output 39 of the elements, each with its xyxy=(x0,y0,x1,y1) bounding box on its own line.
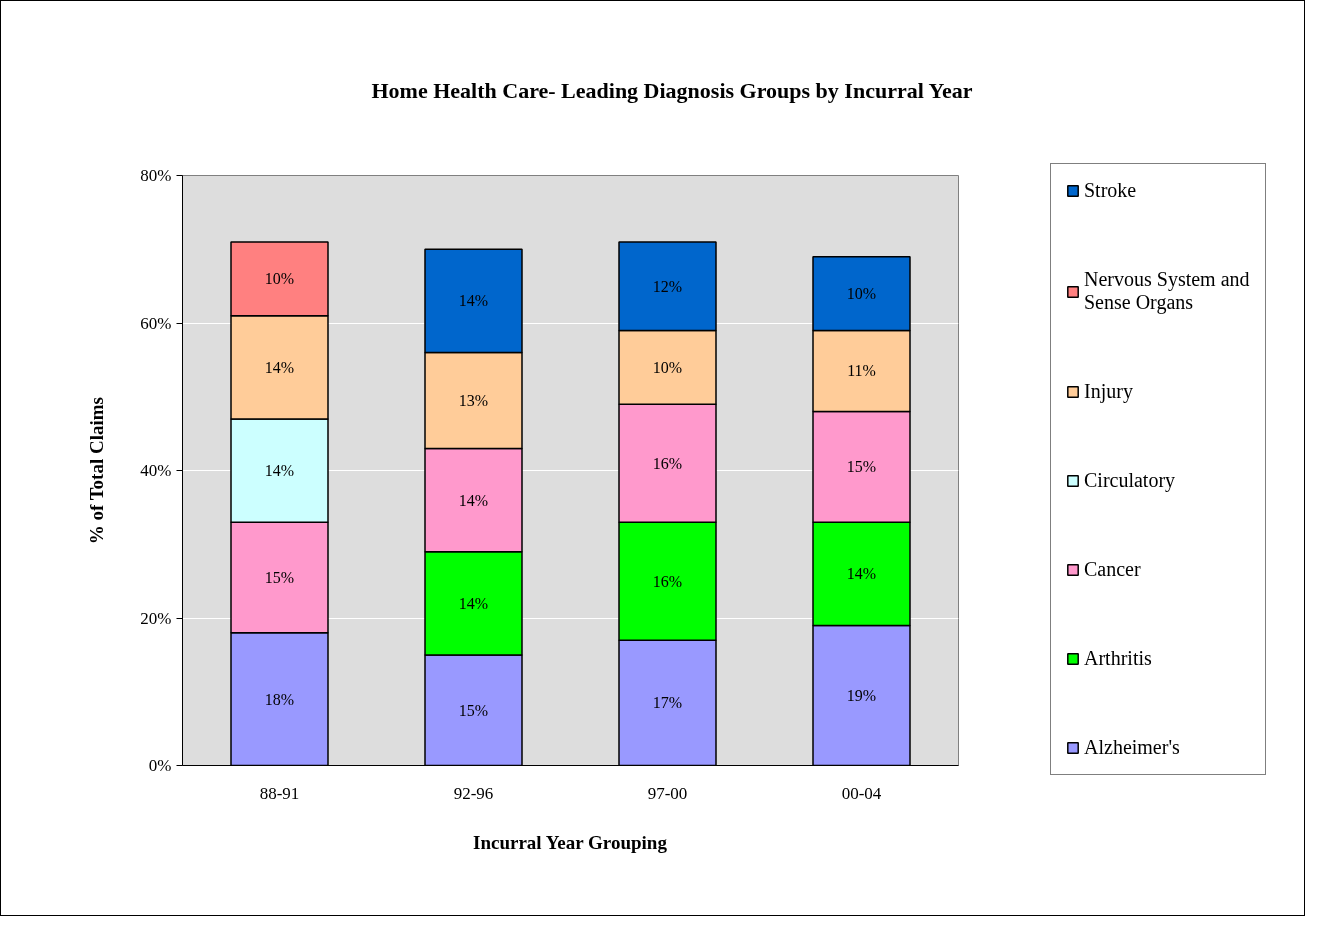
data-label: 14% xyxy=(458,292,489,310)
y-axis-title: % of Total Claims xyxy=(86,397,108,545)
data-label: 16% xyxy=(652,454,683,472)
x-tick-label: 00-04 xyxy=(841,783,882,803)
data-label: 14% xyxy=(264,462,295,479)
y-tick-label: 60% xyxy=(140,313,172,333)
y-tick-label: 40% xyxy=(140,461,172,480)
data-label: 12% xyxy=(652,277,683,295)
data-label: 14% xyxy=(458,594,489,612)
y-tick-label: 20% xyxy=(140,608,172,628)
legend-label: Injury xyxy=(1084,380,1133,403)
legend-label: Nervous System and Sense Organs xyxy=(1084,268,1250,314)
data-label: 10% xyxy=(652,358,683,376)
data-label: 15% xyxy=(264,568,295,586)
data-label: 17% xyxy=(652,694,683,712)
legend-label: Circulatory xyxy=(1084,469,1176,492)
data-label: 16% xyxy=(652,572,683,590)
legend-label: Arthritis xyxy=(1084,647,1152,670)
x-axis-title: Incurral Year Grouping xyxy=(473,831,668,853)
legend-label: Stroke xyxy=(1084,179,1137,202)
data-label: 15% xyxy=(458,701,489,719)
y-tick-label: 0% xyxy=(148,756,172,775)
data-label: 13% xyxy=(458,391,489,409)
data-label: 10% xyxy=(264,270,295,288)
x-tick-label: 97-00 xyxy=(647,783,688,803)
data-label: 18% xyxy=(264,690,295,708)
data-label: 14% xyxy=(458,491,489,509)
y-tick-label: 80% xyxy=(140,166,172,185)
data-label: 11% xyxy=(847,362,876,380)
x-tick-label: 88-91 xyxy=(259,783,300,803)
data-label: 10% xyxy=(846,285,877,302)
legend-label: Cancer xyxy=(1084,558,1141,581)
legend-label: Alzheimer's xyxy=(1084,736,1180,759)
data-label: 14% xyxy=(846,565,877,583)
data-label: 19% xyxy=(846,686,877,704)
x-tick-label: 92-96 xyxy=(453,783,494,803)
data-label: 15% xyxy=(846,458,877,476)
chart-title: Home Health Care- Leading Diagnosis Groups by Incurral Year xyxy=(371,78,973,103)
data-label: 14% xyxy=(264,358,295,376)
